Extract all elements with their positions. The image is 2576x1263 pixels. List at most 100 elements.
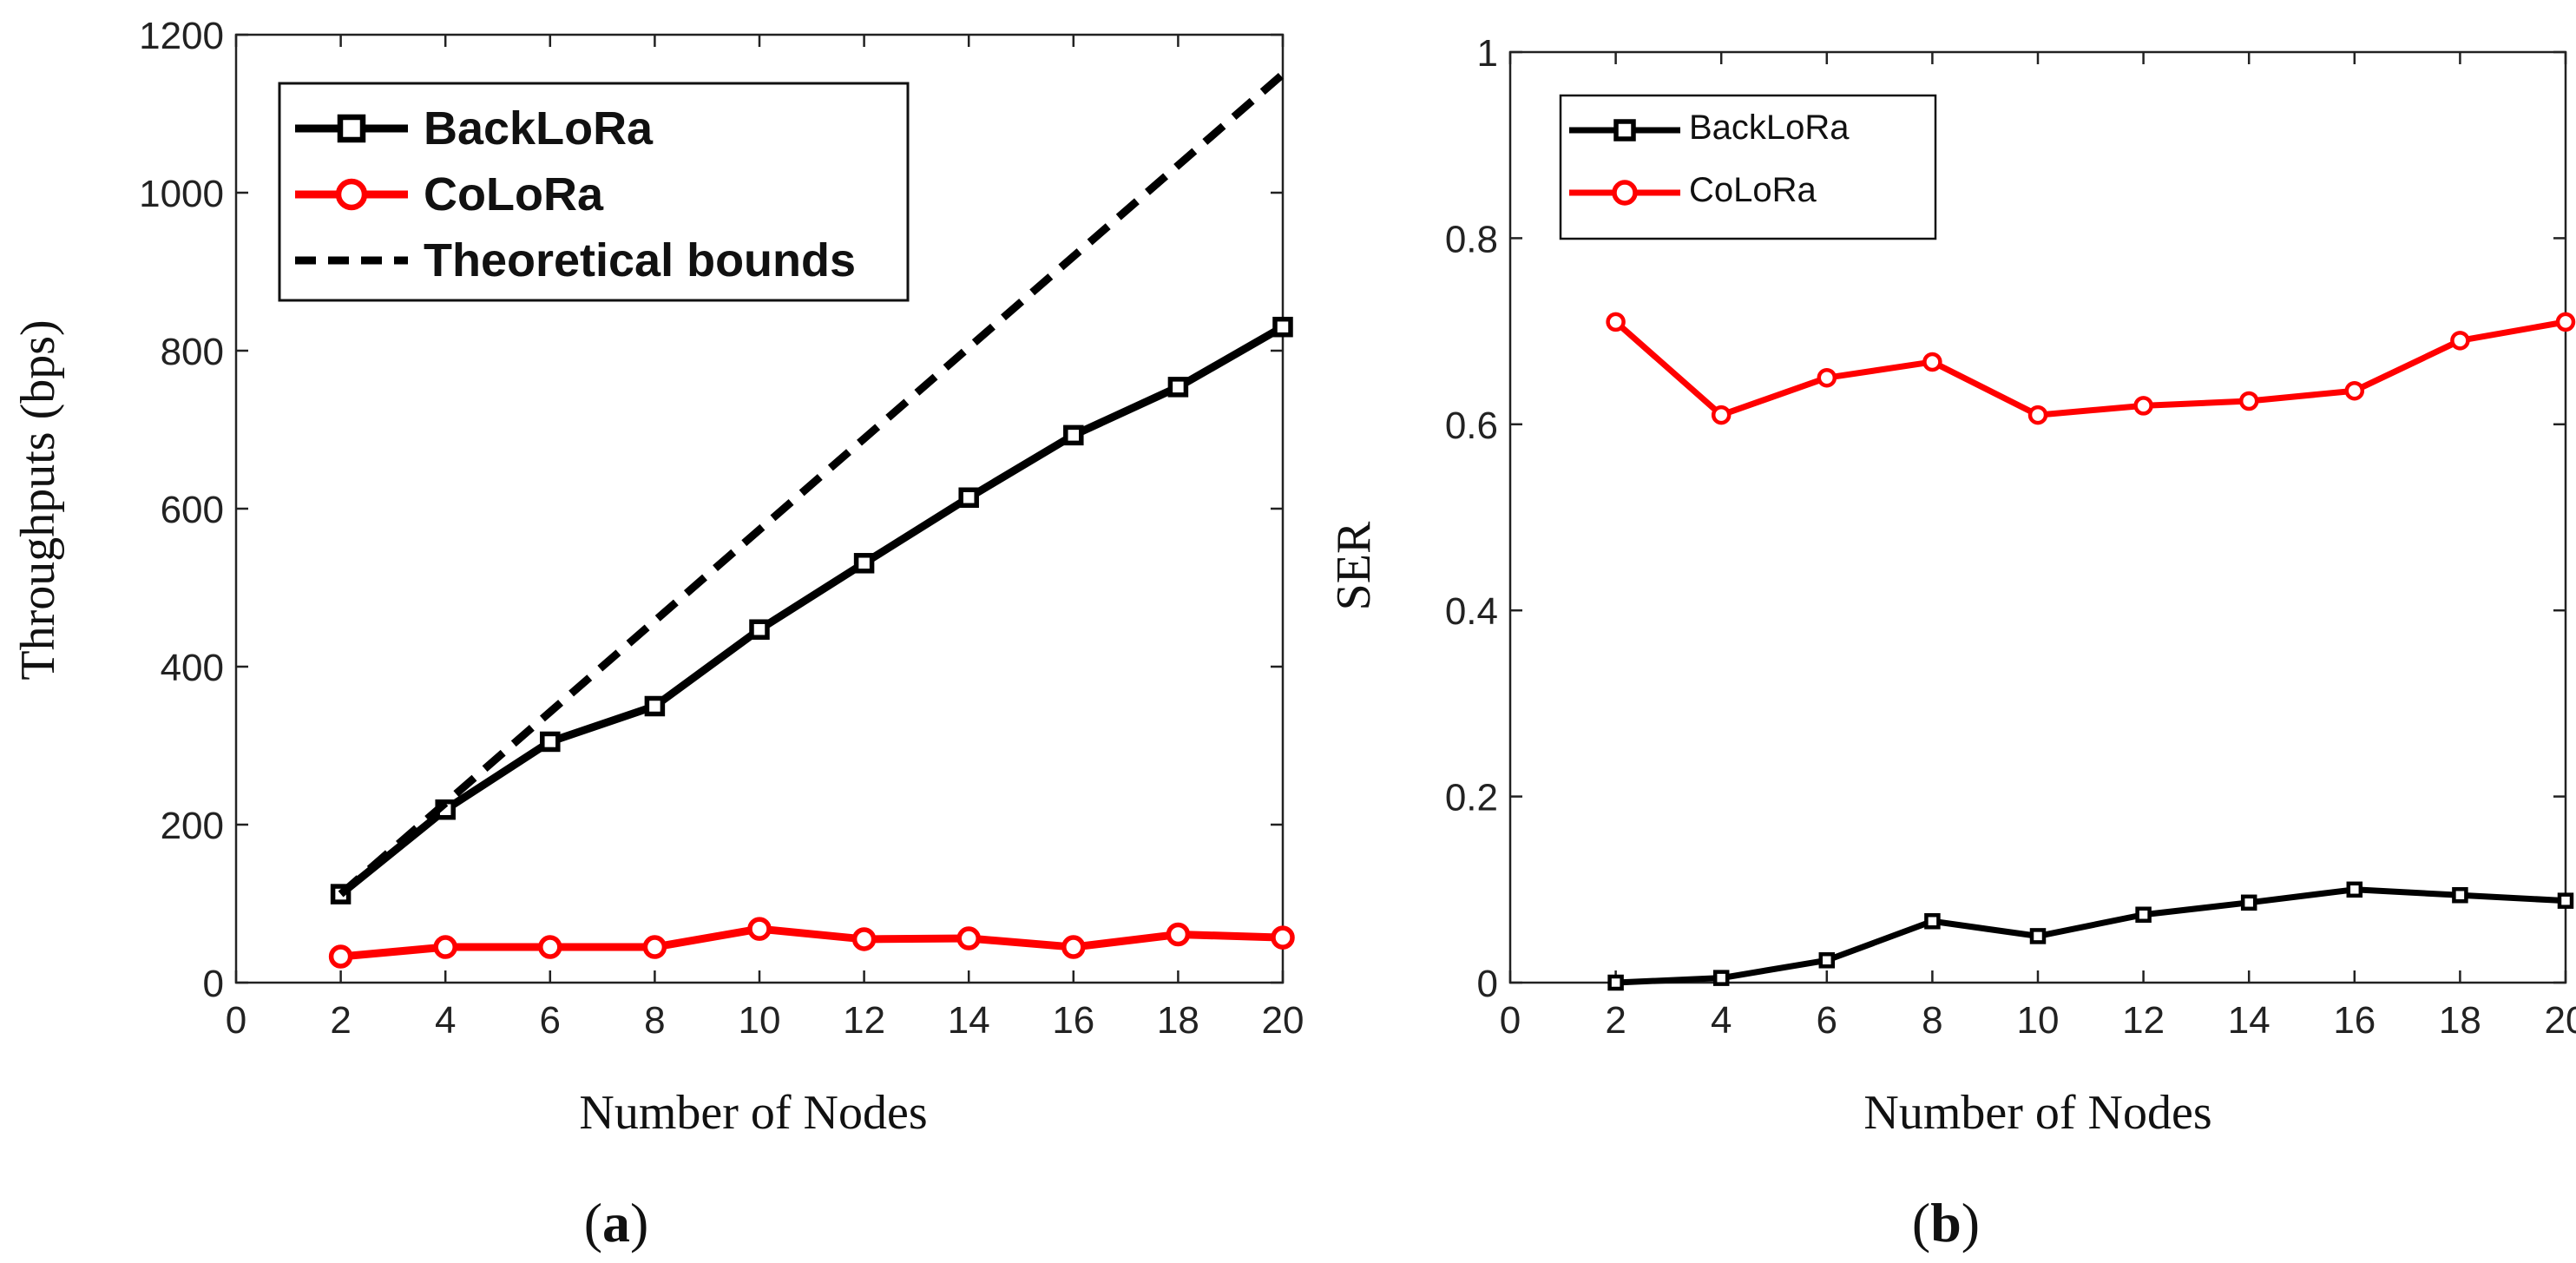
chart-a-x-tick-label: 8: [644, 999, 665, 1042]
chart-a-caption: (a): [584, 1192, 649, 1253]
chart-b-legend-marker-backlora: [1613, 119, 1636, 141]
chart-b-x-tick-label: 2: [1605, 999, 1626, 1042]
chart-a-x-tick-label: 18: [1157, 999, 1199, 1042]
chart-a-series-colora-point: [1271, 925, 1295, 950]
chart-b-legend-marker-colora: [1612, 180, 1638, 206]
chart-b-series-backlora-point: [2029, 928, 2047, 944]
chart-a-y-tick-label: 400: [161, 647, 224, 689]
chart-b-x-tick-label: 8: [1922, 999, 1942, 1042]
chart-a-x-axis-title: Number of Nodes: [579, 1086, 927, 1140]
chart-a-legend-marker-backlora: [337, 114, 366, 143]
chart-b-series-colora-line: [1613, 319, 2569, 418]
chart-a-y-axis-title: Throughputs (bps): [11, 319, 65, 680]
chart-a-y-tick-label: 1000: [139, 173, 224, 215]
chart-b-series-backlora-point: [2452, 886, 2468, 904]
chart-b-x-tick-label: 10: [2017, 999, 2060, 1042]
chart-b-x-tick-label: 6: [1817, 999, 1837, 1042]
chart-a-series-colora-point: [747, 917, 772, 941]
chart-b-y-tick-label: 0.8: [1445, 218, 1498, 260]
chart-b-series-colora-point: [2238, 391, 2259, 411]
chart-b-x-tick-label: 4: [1711, 999, 1732, 1042]
chart-b-x-axis-title: Number of Nodes: [1863, 1086, 2211, 1140]
chart-a-series-backlora-point: [958, 487, 979, 509]
chart-b-series-backlora-point: [1924, 912, 1941, 930]
chart-a-series-backlora-point: [1272, 316, 1293, 338]
chart-a-x-tick-label: 20: [1262, 999, 1304, 1042]
chart-b-legend-label-colora: CoLoRa: [1689, 171, 1817, 209]
chart-a-y-tick-label: 600: [161, 489, 224, 531]
chart-a-series-colora-point: [642, 935, 667, 959]
chart-a-series-backlora-point: [540, 731, 561, 753]
chart-b-series-backlora-point: [1818, 952, 1836, 969]
chart-a-y-tick-label: 200: [161, 805, 224, 847]
chart-b-series-backlora-point: [2346, 881, 2363, 898]
chart-a-series-colora-point: [956, 926, 981, 951]
chart-b-series-colora-point: [2027, 405, 2048, 425]
chart-b-series-colora-point: [2133, 396, 2153, 416]
chart-b-series-colora-point: [2450, 331, 2470, 351]
chart-b-y-tick-label: 0: [1477, 963, 1498, 1005]
chart-a-x-tick-label: 10: [739, 999, 781, 1042]
chart-a-x-tick-label: 2: [330, 999, 351, 1042]
chart-b-series-backlora-point: [1712, 970, 1730, 986]
chart-a-legend-marker-colora: [335, 178, 368, 211]
chart-a-series-colora-line: [337, 924, 1287, 961]
chart-b-x-tick-label: 14: [2228, 999, 2270, 1042]
chart-a-series-colora-point: [1166, 922, 1191, 947]
chart-b-y-axis-title: SER: [1327, 521, 1381, 610]
chart-a-x-tick-label: 0: [226, 999, 246, 1042]
chart-a-x-tick-label: 6: [540, 999, 561, 1042]
chart-b-series-backlora-line: [1613, 886, 2569, 986]
chart-a-series-backlora-point: [1063, 424, 1084, 446]
chart-b-y-tick-label: 0.6: [1445, 405, 1498, 447]
chart-a-y-tick-label: 1200: [139, 15, 224, 57]
chart-b-series-backlora-point: [2557, 892, 2574, 909]
chart-a-series-backlora-point: [1167, 377, 1189, 398]
chart-a-legend-label-theoretical-bounds: Theoretical bounds: [424, 234, 856, 286]
chart-a-x-tick-label: 16: [1052, 999, 1094, 1042]
chart-a-series-colora-point: [851, 927, 877, 951]
chart-a-y-tick-label: 0: [203, 963, 224, 1005]
chart-a-x-tick-label: 14: [948, 999, 990, 1042]
chart-a-caption-letter: a: [602, 1192, 630, 1253]
chart-a-series-colora-point: [328, 944, 353, 969]
chart-b-y-tick-label: 1: [1477, 32, 1498, 75]
chart-a-series-backlora-point: [749, 619, 770, 640]
chart-b-series-colora-point: [2344, 380, 2365, 401]
chart-b: 0 2 4 6 8 10 12 14 16 18 20 0 0.2 0.4 0.6 0.8 1 Number o…: [1327, 32, 2576, 1253]
chart-b-series-backlora-point: [2135, 906, 2152, 923]
chart-a-x-tick-label: 4: [435, 999, 456, 1042]
chart-b-series-colora-point: [1711, 405, 1732, 425]
chart-a-series-colora-point: [433, 935, 457, 959]
chart-b-x-tick-label: 20: [2545, 999, 2576, 1042]
chart-a-series-backlora-point: [644, 695, 666, 717]
chart-a-legend-label-backlora: BackLoRa: [424, 102, 654, 155]
chart-a-legend-label-colora: CoLoRa: [424, 168, 604, 220]
chart-b-legend: BackLoRa CoLoRa: [1559, 94, 1937, 240]
chart-b-legend-label-backlora: BackLoRa: [1689, 109, 1850, 147]
chart-b-series-colora-point: [2555, 312, 2576, 332]
chart-a-legend: BackLoRa CoLoRa Theoretical bounds: [278, 82, 910, 302]
chart-a-series-theoretical-bounds-line: [338, 71, 1285, 898]
chart-b-x-tick-label: 18: [2439, 999, 2481, 1042]
chart-b-series-backlora-point: [2240, 894, 2257, 911]
chart-b-x-tick-label: 0: [1500, 999, 1521, 1042]
chart-a-series-colora-point: [1061, 935, 1086, 959]
chart-b-series-colora-point: [1817, 367, 1837, 388]
chart-b-series-backlora-point: [1607, 974, 1624, 991]
chart-b-y-tick-label: 0.2: [1445, 777, 1498, 819]
chart-b-series-colora-point: [1922, 352, 1942, 372]
chart-a-y-tick-label: 800: [161, 331, 224, 373]
chart-a-series-colora-point: [538, 935, 562, 959]
chart-b-y-tick-label: 0.4: [1445, 590, 1498, 633]
chart-a-series-backlora-line: [337, 323, 1287, 898]
chart-b-series-colora-point: [1606, 312, 1626, 332]
chart-b-x-tick-label: 12: [2122, 999, 2165, 1042]
chart-b-caption-letter: b: [1930, 1192, 1962, 1253]
chart-b-x-tick-label: 16: [2333, 999, 2376, 1042]
chart-a-x-tick-label: 12: [843, 999, 885, 1042]
chart-b-caption: (b): [1912, 1192, 1980, 1253]
chart-a-series-backlora-point: [853, 553, 875, 574]
